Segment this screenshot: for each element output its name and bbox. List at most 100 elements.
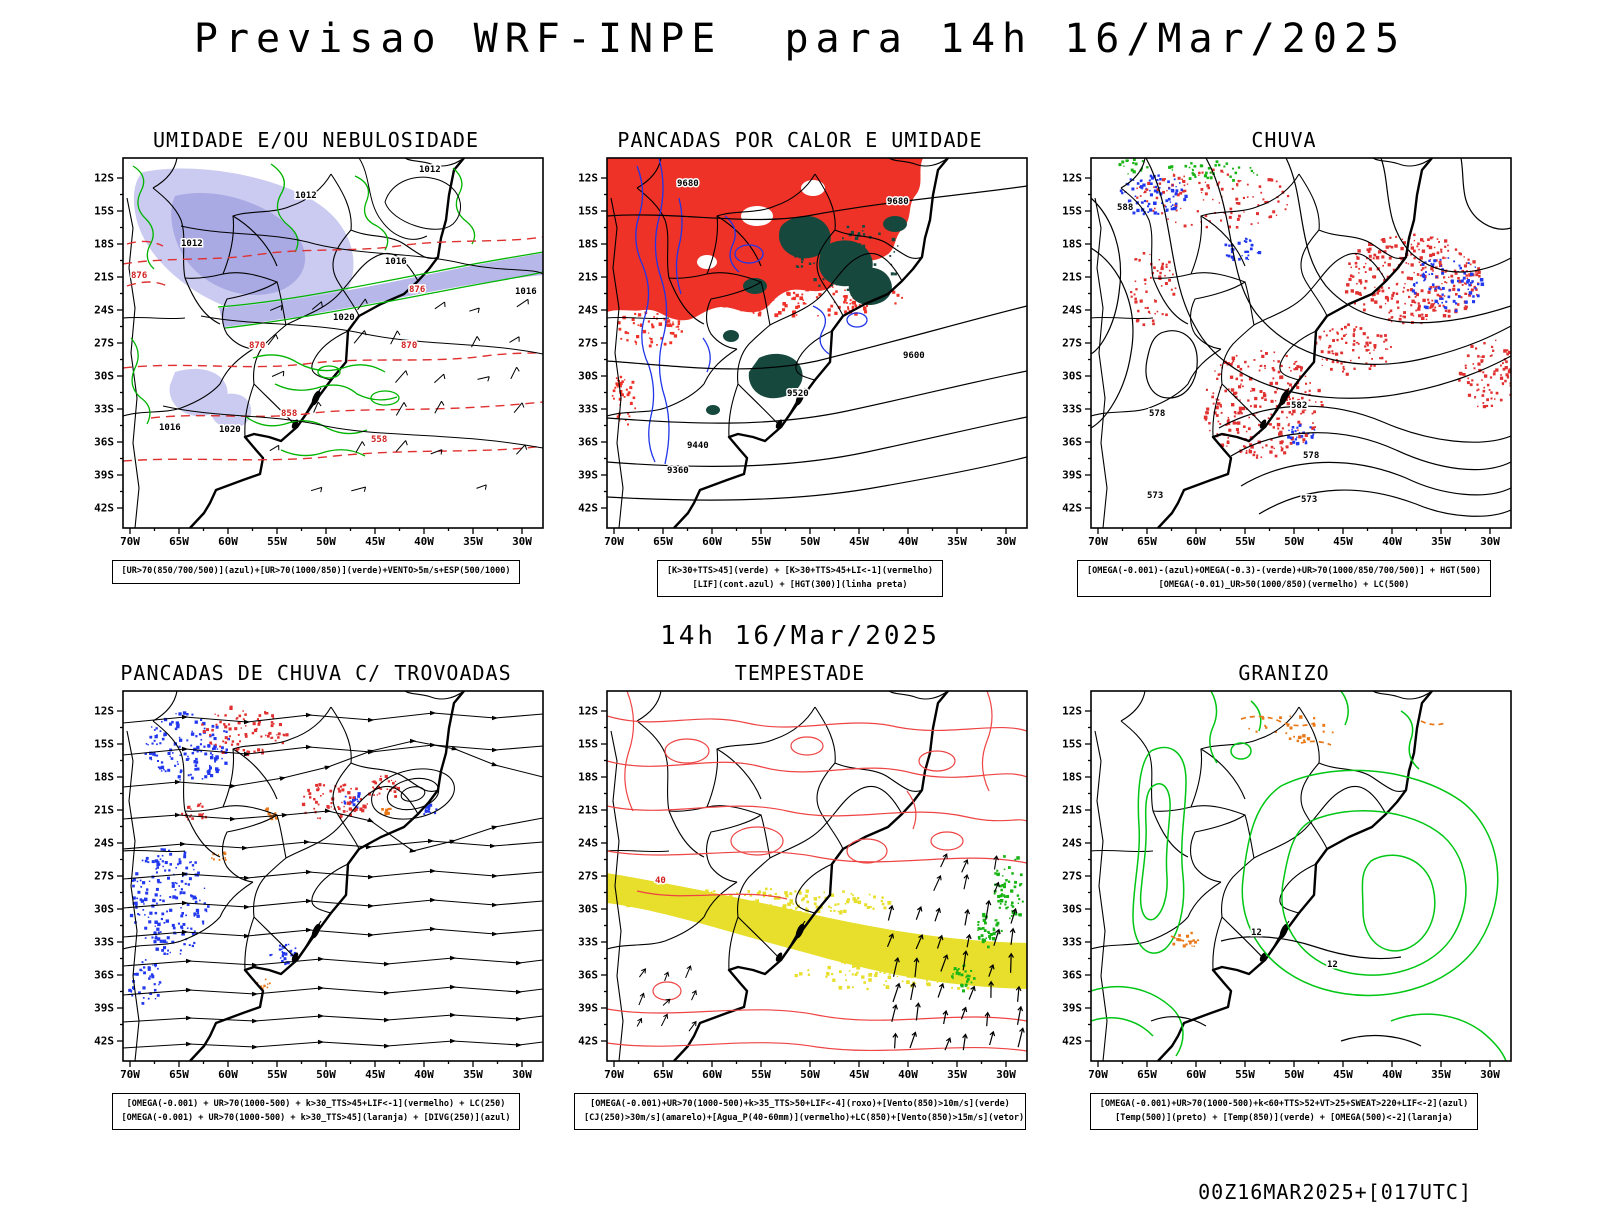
lat-label: 30S bbox=[1062, 902, 1082, 916]
contour-label: 9600 bbox=[903, 351, 925, 361]
caption-box: [OMEGA(-0.001)+UR>70(1000-500)+k>35_TTS>… bbox=[574, 1093, 1026, 1131]
weather-map-trovoadas bbox=[117, 689, 544, 1068]
contour-label: 9680 bbox=[887, 197, 909, 207]
page-title: Previsao WRF-INPE para 14h 16/Mar/2025 bbox=[193, 16, 1407, 62]
contour-label: 558 bbox=[371, 435, 387, 445]
lat-axis: 12S 15S 18S 21S 24S 27S 30S 33S 36S 39S 42S bbox=[571, 691, 607, 1061]
lon-label: 70W bbox=[120, 1068, 140, 1082]
lon-label: 40W bbox=[898, 1068, 918, 1082]
lon-label: 50W bbox=[316, 1068, 336, 1082]
lat-label: 21S bbox=[578, 803, 598, 817]
lat-label: 39S bbox=[1062, 468, 1082, 482]
lat-label: 15S bbox=[94, 204, 114, 218]
contour-label: 858 bbox=[281, 409, 297, 419]
contour-label: 1016 bbox=[515, 287, 537, 297]
caption-line: [OMEGA(-0.001)-(azul)+OMEGA(-0.3)-(verde… bbox=[1086, 566, 1482, 576]
contour-label: 1012 bbox=[181, 239, 203, 249]
lon-label: 35W bbox=[947, 1068, 967, 1082]
lat-label: 27S bbox=[94, 869, 114, 883]
subtitle-time: 14h 16/Mar/2025 bbox=[660, 621, 940, 652]
contour-label: 1016 bbox=[159, 423, 181, 433]
lat-label: 24S bbox=[94, 303, 114, 317]
contour-label: 9440 bbox=[687, 441, 709, 451]
lon-axis: 70W 65W 60W 55W 50W 45W 40W 35W 30W bbox=[120, 528, 543, 548]
lon-label: 30W bbox=[512, 535, 532, 548]
lon-label: 60W bbox=[1186, 535, 1206, 548]
lat-label: 39S bbox=[94, 468, 114, 482]
lon-label: 60W bbox=[1186, 1068, 1206, 1082]
lon-label: 55W bbox=[1235, 1068, 1255, 1082]
lat-label: 39S bbox=[94, 1001, 114, 1015]
lat-label: 30S bbox=[578, 902, 598, 916]
lon-label: 65W bbox=[169, 535, 189, 548]
lon-label: 40W bbox=[1382, 535, 1402, 548]
lon-label: 70W bbox=[120, 535, 140, 548]
contour-label: 578 bbox=[1149, 409, 1165, 419]
lat-label: 15S bbox=[1062, 204, 1082, 218]
top-row: UMIDADE E/OU NEBULOSIDADE 12S 15S 18S 21S 24… bbox=[0, 128, 1600, 598]
lon-label: 50W bbox=[1284, 535, 1304, 548]
contour-label: 573 bbox=[1147, 491, 1163, 501]
contour-label: 1012 bbox=[419, 165, 441, 175]
lon-label: 35W bbox=[1431, 535, 1451, 548]
lat-label: 36S bbox=[94, 435, 114, 449]
lat-label: 36S bbox=[578, 435, 598, 449]
lat-axis: 12S 15S 18S 21S 24S 27S 30S 33S 36S 39S 42S bbox=[1055, 158, 1091, 528]
lon-axis: 70W 65W 60W 55W 50W 45W 40W 35W 30W bbox=[1088, 528, 1511, 548]
lat-label: 27S bbox=[578, 336, 598, 350]
lat-label: 18S bbox=[578, 770, 598, 784]
lon-axis: 70W 65W 60W 55W 50W 45W 40W 35W 30W bbox=[604, 1061, 1027, 1082]
panel-title-trovoadas: PANCADAS DE CHUVA C/ TROVOADAS bbox=[120, 661, 512, 686]
caption-line: [K>30+TTS>45](verde) + [K>30+TTS>45+LI<-… bbox=[666, 566, 934, 576]
contour-label: 12 bbox=[1327, 960, 1338, 970]
lon-label: 60W bbox=[218, 535, 238, 548]
lat-label: 33S bbox=[1062, 402, 1082, 416]
lat-label: 42S bbox=[1062, 1034, 1082, 1048]
lon-label: 30W bbox=[996, 535, 1016, 548]
lon-label: 40W bbox=[414, 1068, 434, 1082]
contour-label: 870 bbox=[249, 341, 265, 351]
lon-label: 60W bbox=[218, 1068, 238, 1082]
lat-label: 27S bbox=[1062, 869, 1082, 883]
caption-line: [UR>70(850/700/500)](azul)+[UR>70(1000/8… bbox=[121, 566, 511, 576]
lon-label: 70W bbox=[604, 1068, 624, 1082]
panel-trovoadas: PANCADAS DE CHUVA C/ TROVOADAS 12S 15S 18S… bbox=[87, 661, 545, 1131]
lon-label: 40W bbox=[898, 535, 918, 548]
lat-label: 36S bbox=[1062, 435, 1082, 449]
footer-timestamp: 00Z16MAR2025+[017UTC] bbox=[1198, 1180, 1472, 1204]
lon-label: 45W bbox=[365, 1068, 385, 1082]
lon-label: 45W bbox=[365, 535, 385, 548]
lat-axis: 12S 15S 18S 21S 24S 27S 30S 33S 36S 39S 42S bbox=[1055, 691, 1091, 1061]
lat-label: 27S bbox=[578, 869, 598, 883]
lat-label: 27S bbox=[1062, 336, 1082, 350]
lat-label: 12S bbox=[578, 171, 598, 185]
bottom-row: PANCADAS DE CHUVA C/ TROVOADAS 12S 15S 18S… bbox=[0, 661, 1600, 1131]
caption-line: [OMEGA(-0.001)+UR>70(1000-500)+k>35_TTS>… bbox=[590, 1099, 1010, 1110]
contour-label: 1020 bbox=[219, 425, 241, 435]
lat-label: 42S bbox=[1062, 501, 1082, 515]
lat-label: 42S bbox=[578, 1034, 598, 1048]
lon-label: 45W bbox=[1333, 1068, 1353, 1082]
lon-label: 35W bbox=[463, 535, 483, 548]
lon-axis: 70W 65W 60W 55W 50W 45W 40W 35W 30W bbox=[1088, 1061, 1511, 1082]
caption-line: [CJ(250)>30m/s](amarelo)+[Agua_P(40-60mm… bbox=[584, 1112, 1025, 1123]
lon-label: 40W bbox=[414, 535, 434, 548]
lon-label: 55W bbox=[751, 535, 771, 548]
lon-label: 35W bbox=[947, 535, 967, 548]
panel-chuva: CHUVA 12S 15S 18S 21S 24S 27S 30S 33S 36S 39S 42S bbox=[1055, 128, 1513, 598]
lon-label: 35W bbox=[1431, 1068, 1451, 1082]
contour-label: 870 bbox=[401, 341, 417, 351]
lon-label: 70W bbox=[604, 535, 624, 548]
lon-label: 60W bbox=[702, 535, 722, 548]
lon-label: 50W bbox=[800, 1068, 820, 1082]
lat-axis: 12S 15S 18S 21S 24S 27S 30S 33S 36S 39S 42S bbox=[87, 158, 123, 528]
lat-label: 39S bbox=[578, 1001, 598, 1015]
panel-granizo: GRANIZO 12S 15S 18S 21S 24S 27S 30S 33S 36S 39S 42… bbox=[1055, 661, 1513, 1131]
lat-label: 24S bbox=[94, 836, 114, 850]
weather-map-granizo: 12 12 bbox=[1085, 689, 1512, 1068]
lon-label: 65W bbox=[653, 535, 673, 548]
weather-map-umidade: 1012 1012 1012 1016 1016 1016 1020 1020 … bbox=[117, 156, 544, 534]
panel-pancadas-calor: PANCADAS POR CALOR E UMIDADE 12S 15S 18S 21… bbox=[571, 128, 1029, 598]
lat-label: 30S bbox=[94, 369, 114, 383]
lon-label: 55W bbox=[267, 535, 287, 548]
